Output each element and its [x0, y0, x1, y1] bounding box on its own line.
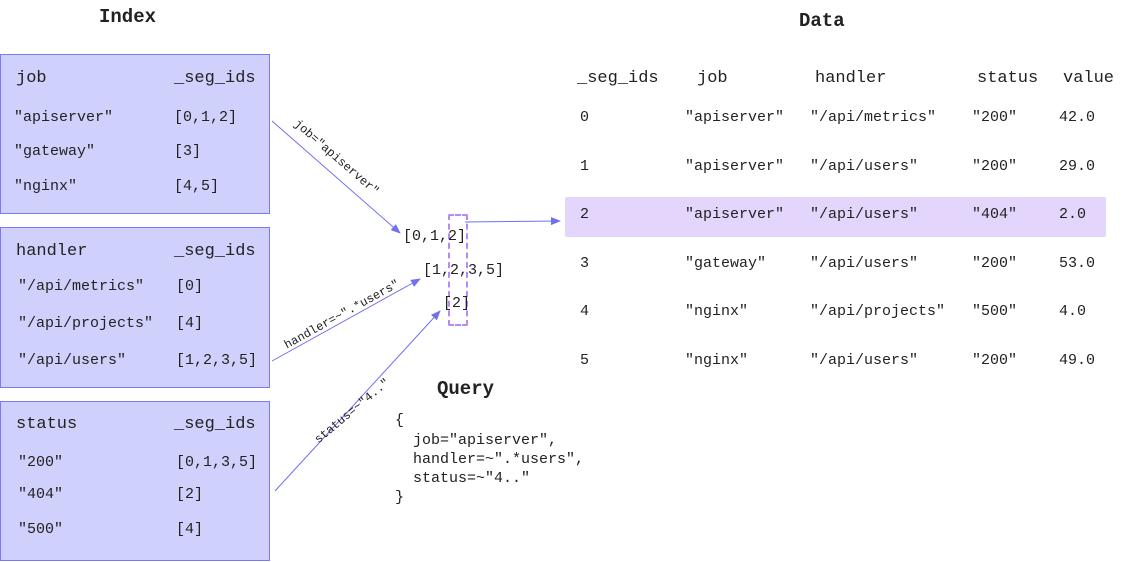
table-cell: "404" [972, 206, 1018, 224]
index-seg-ids: [4,5] [174, 178, 220, 195]
query-line: handler=~".*users", [413, 451, 585, 468]
table-cell: "apiserver" [685, 206, 785, 224]
index-seg-ids: [0,1,2] [174, 109, 238, 126]
table-cell: 29.0 [1059, 157, 1096, 175]
table-cell: "apiserver" [685, 157, 785, 175]
table-cell: "/api/projects" [810, 303, 946, 321]
result-handler: [1,2,3,5] [423, 262, 505, 279]
table-cell: 3 [580, 254, 590, 272]
index-seg-ids: [2] [176, 486, 204, 503]
table-cell: 1 [580, 157, 590, 175]
table-cell: 49.0 [1059, 352, 1096, 369]
column-header: job [697, 69, 728, 88]
table-cell: "apiserver" [685, 109, 785, 126]
query-open: { [395, 412, 405, 429]
handler-arrow [271, 278, 421, 362]
query-line: status=~"4.." [413, 470, 531, 487]
index-value: "nginx" [14, 178, 78, 195]
query-line: job="apiserver", [413, 432, 558, 449]
index-value: "/api/metrics" [18, 278, 145, 295]
index-value: "/api/projects" [18, 315, 154, 332]
index-value: "gateway" [14, 143, 96, 160]
table-cell: "200" [972, 109, 1018, 126]
result-job: [0,1,2] [403, 228, 467, 245]
table-cell: "200" [972, 254, 1018, 272]
index-value: "404" [18, 486, 64, 503]
table-cell: 4.0 [1059, 303, 1087, 321]
table-cell: "/api/metrics" [810, 109, 937, 126]
seg-ids-header: _seg_ids [174, 415, 256, 434]
job-header: job [16, 69, 47, 88]
column-header: _seg_ids [577, 69, 659, 88]
table-cell: "200" [972, 352, 1018, 369]
result-arrow [464, 217, 561, 226]
table-cell: "gateway" [685, 254, 767, 272]
index-seg-ids: [0,1,3,5] [176, 454, 258, 471]
index-seg-ids: [4] [176, 521, 204, 538]
column-header: status [977, 69, 1039, 88]
highlighted-row [565, 197, 1106, 237]
column-header: value [1063, 69, 1115, 88]
intersection-marker [448, 214, 468, 326]
query-close: } [395, 489, 405, 506]
index-value: "apiserver" [14, 109, 114, 126]
table-cell: 53.0 [1059, 254, 1096, 272]
index-value: "200" [18, 454, 64, 471]
table-cell: 42.0 [1059, 109, 1096, 126]
index-value: "500" [18, 521, 64, 538]
index-seg-ids: [1,2,3,5] [176, 352, 258, 369]
index-title: Index [99, 6, 157, 28]
table-cell: 4 [580, 303, 590, 321]
table-cell: "/api/users" [810, 206, 919, 224]
seg-ids-header: _seg_ids [174, 242, 256, 261]
query-title: Query [437, 378, 495, 400]
seg-ids-header: _seg_ids [174, 69, 256, 88]
table-cell: "nginx" [685, 303, 749, 321]
table-cell: 0 [580, 109, 590, 126]
index-seg-ids: [0] [176, 278, 204, 295]
table-cell: 2.0 [1059, 206, 1087, 224]
table-cell: "/api/users" [810, 352, 919, 369]
result-status: [2] [443, 295, 471, 312]
job-arrow [271, 120, 401, 234]
data-title: Data [799, 10, 845, 32]
handler-header: handler [16, 242, 88, 261]
table-cell: "nginx" [685, 352, 749, 369]
handler-index-box [0, 227, 270, 388]
status-index-box [0, 401, 270, 561]
table-cell: 5 [580, 352, 590, 369]
table-cell: "200" [972, 157, 1018, 175]
job-index-box [0, 54, 270, 214]
index-value: "/api/users" [18, 352, 127, 369]
index-seg-ids: [3] [174, 143, 202, 160]
table-cell: "/api/users" [810, 254, 919, 272]
index-seg-ids: [4] [176, 315, 204, 332]
table-cell: "500" [972, 303, 1018, 321]
table-cell: 2 [580, 206, 590, 224]
status-arrow [274, 310, 441, 492]
table-cell: "/api/users" [810, 157, 919, 175]
status-header: status [16, 415, 78, 434]
column-header: handler [815, 69, 887, 88]
